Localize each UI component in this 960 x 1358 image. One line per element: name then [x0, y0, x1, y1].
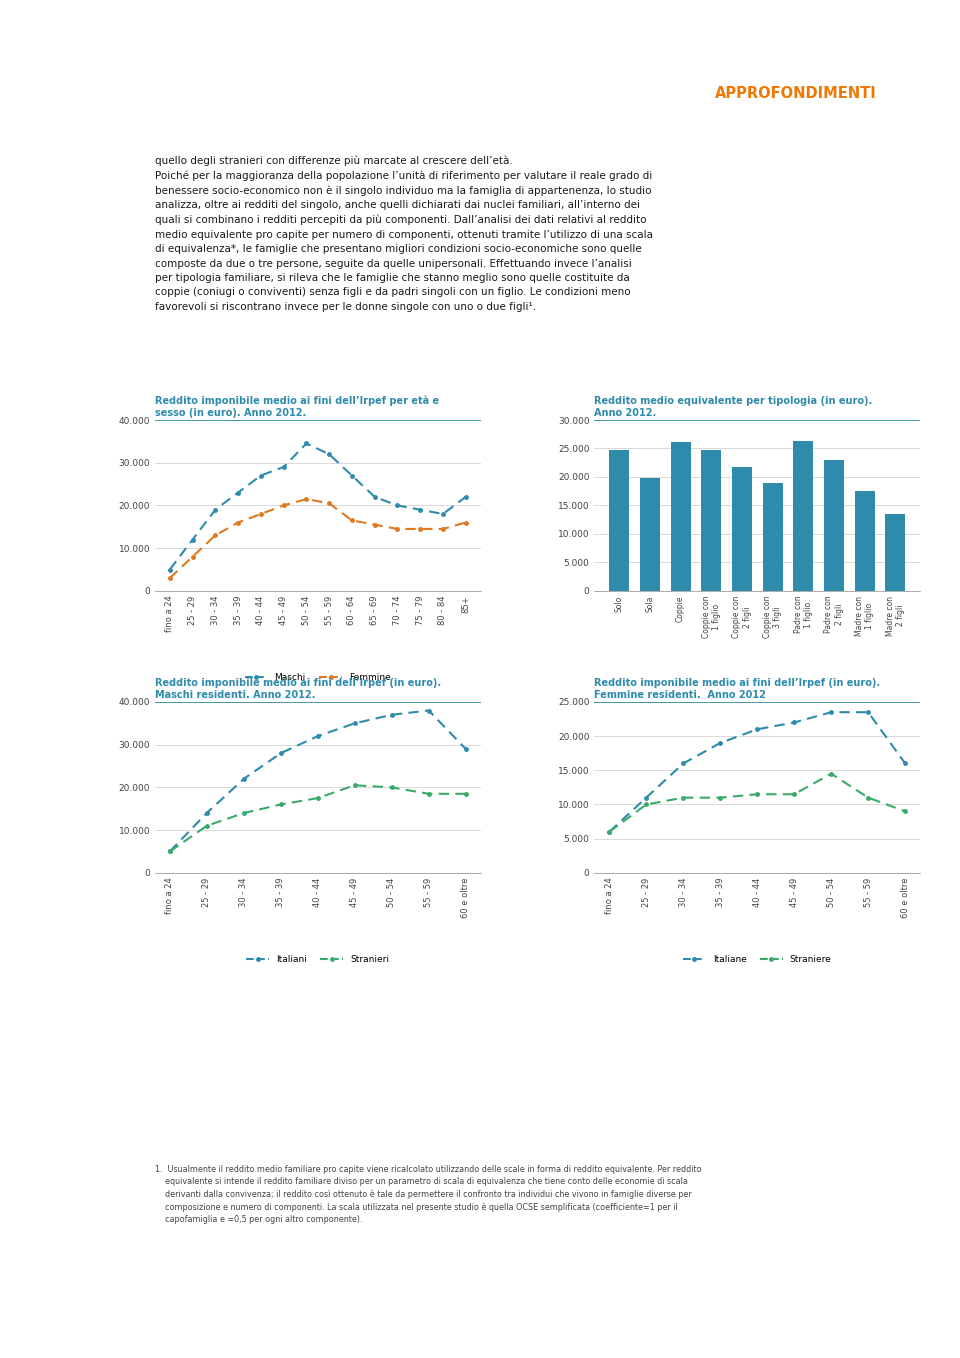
Text: 1.  Usualmente il reddito medio familiare pro capite viene ricalcolato utilizzan: 1. Usualmente il reddito medio familiare…: [155, 1165, 702, 1224]
Text: ur: ur: [12, 41, 32, 58]
Legend: Maschi, Femmine: Maschi, Femmine: [241, 669, 395, 686]
Bar: [732, 467, 752, 591]
Text: Trieste: Trieste: [761, 35, 878, 64]
Legend: Italiane, Straniere: Italiane, Straniere: [680, 951, 835, 967]
Bar: [671, 441, 690, 591]
Legend: Italiani, Stranieri: Italiani, Stranieri: [243, 951, 393, 967]
Text: Reddito medio equivalente per tipologia (in euro).
Anno 2012.: Reddito medio equivalente per tipologia …: [594, 397, 873, 418]
Bar: [610, 449, 629, 591]
Bar: [885, 513, 905, 591]
Bar: [824, 460, 844, 591]
Text: Reddito imponibile medio ai fini dell’Irpef per età e
sesso (in euro). Anno 2012: Reddito imponibile medio ai fini dell’Ir…: [155, 395, 439, 418]
Bar: [793, 440, 813, 591]
Bar: [762, 482, 782, 591]
Text: es: es: [131, 42, 148, 57]
Text: quello degli stranieri con differenze più marcate al crescere dell’età.
Poiché p: quello degli stranieri con differenze pi…: [155, 155, 653, 312]
Bar: [701, 449, 721, 591]
Bar: [854, 492, 875, 591]
Bar: [640, 478, 660, 591]
Text: 6: 6: [474, 1304, 486, 1319]
Text: APPROFONDIMENTI: APPROFONDIMENTI: [714, 87, 876, 102]
Text: b: b: [96, 41, 108, 58]
Text: Reddito imponibile medio ai fini dell’Irpef (in euro).
Maschi residenti. Anno 20: Reddito imponibile medio ai fini dell’Ir…: [155, 678, 442, 699]
Text: Reddito imponibile medio ai fini dell’Irpef (in euro).
Femmine residenti.  Anno : Reddito imponibile medio ai fini dell’Ir…: [594, 678, 880, 699]
